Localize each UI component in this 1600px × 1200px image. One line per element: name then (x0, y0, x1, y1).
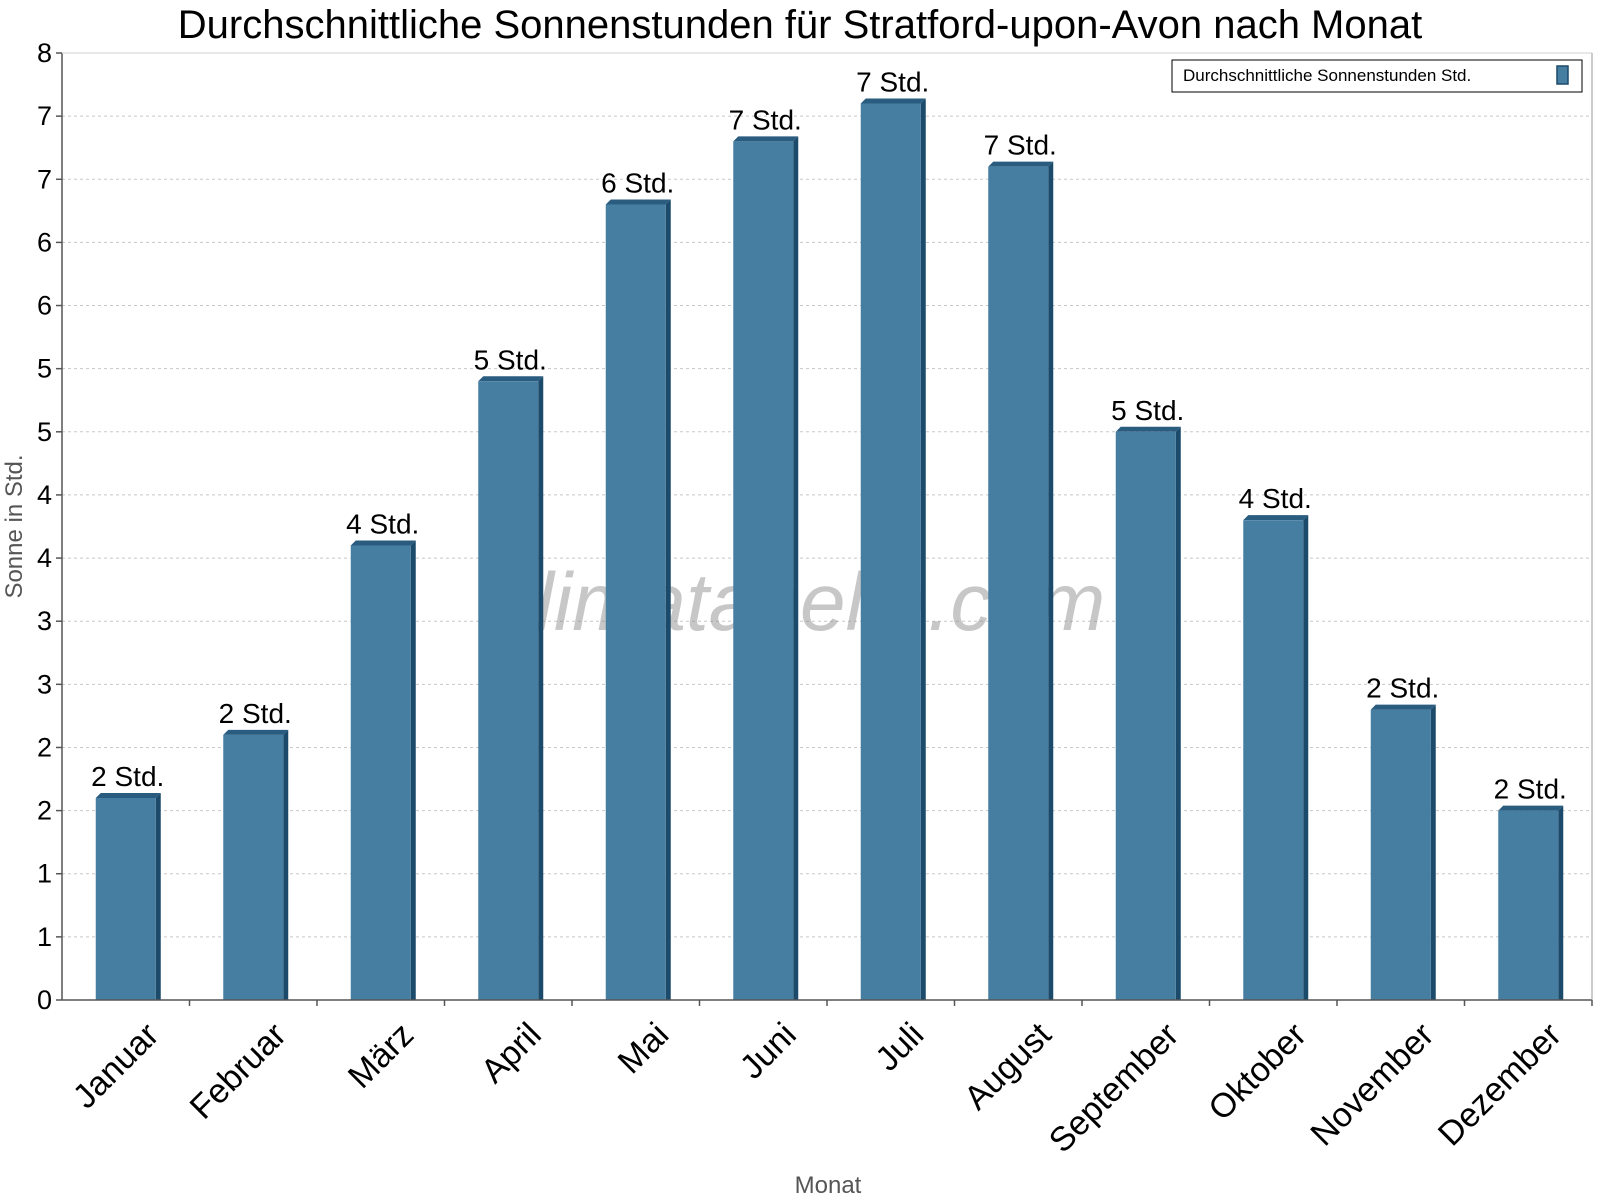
legend-swatch (1556, 65, 1569, 85)
x-category-label: Mai (611, 1016, 677, 1082)
x-category-label: August (957, 1015, 1059, 1117)
legend: Durchschnittliche Sonnenstunden Std. (1171, 59, 1583, 93)
x-category-label: Juli (868, 1016, 931, 1079)
y-tick-label: 6 (37, 227, 52, 257)
y-axis-ticks: 0 1 1 2 2 3 3 4 4 5 5 6 6 7 7 8 (37, 38, 62, 1015)
y-tick-label: 4 (37, 543, 52, 573)
chart-title: Durchschnittliche Sonnenstunden für Stra… (178, 3, 1422, 47)
y-tick-label: 1 (37, 859, 52, 889)
bar (1115, 431, 1176, 1000)
x-category-label: März (341, 1016, 421, 1096)
y-axis-title: Sonne in Std. (1, 454, 28, 598)
y-tick-label: 2 (37, 796, 52, 826)
data-label: 2 Std. (1366, 673, 1439, 704)
y-tick-label: 0 (37, 985, 52, 1015)
x-axis-labels: Januar Februar März April Mai Juni Juli AugustS… (66, 1000, 1593, 1160)
data-label: 6 Std. (601, 168, 674, 199)
bar-top (1370, 704, 1436, 710)
x-category-label: Juni (733, 1016, 804, 1087)
bar-top (478, 376, 544, 382)
y-tick-label: 5 (37, 354, 52, 384)
x-category-label: November (1303, 1016, 1441, 1154)
bar (478, 381, 539, 1000)
x-category-label: April (474, 1016, 549, 1091)
bar-top (1115, 426, 1181, 432)
x-category-label: Dezember (1431, 1016, 1569, 1154)
bar-top (1243, 515, 1309, 521)
y-tick-label: 3 (37, 669, 52, 699)
bar (1370, 709, 1431, 1000)
bar-side (410, 540, 416, 1000)
y-tick-label: 5 (37, 417, 52, 447)
bar-side (1303, 515, 1309, 1000)
data-label: 2 Std. (91, 761, 164, 792)
data-label: 7 Std. (984, 130, 1057, 161)
y-tick-label: 3 (37, 606, 52, 636)
bar (860, 103, 921, 1001)
data-label: 4 Std. (1239, 483, 1312, 514)
bar (350, 545, 411, 1000)
bar (1243, 520, 1304, 1000)
bars: 2 Std. 2 Std. 4 Std. 5 Std. 6 Std. 7 Std. 7 St… (91, 67, 1567, 1001)
bar-top (1498, 805, 1564, 811)
bar-side (1048, 161, 1054, 1000)
bar-top (350, 540, 416, 546)
bar-side (538, 376, 544, 1000)
bar (733, 141, 794, 1001)
bar-top (605, 199, 671, 205)
x-category-label: Januar (66, 1016, 166, 1116)
bar-side (283, 729, 289, 1000)
y-tick-label: 4 (37, 480, 52, 510)
grid-lines (62, 52, 1592, 938)
bar-side (793, 136, 799, 1001)
x-category-label: Oktober (1201, 1016, 1313, 1128)
bar-side (1175, 426, 1181, 1000)
data-label: 7 Std. (856, 67, 929, 98)
y-tick-label: 1 (37, 922, 52, 952)
data-label: 5 Std. (1111, 395, 1184, 426)
bar-side (1558, 805, 1564, 1000)
y-tick-label: 7 (37, 164, 52, 194)
bar-top (988, 161, 1054, 167)
bar-side (155, 792, 161, 1000)
data-label: 7 Std. (729, 104, 802, 135)
data-label: 2 Std. (1494, 774, 1567, 805)
bar-side (665, 199, 671, 1000)
x-category-label: September (1042, 1016, 1186, 1160)
data-label: 4 Std. (346, 508, 419, 539)
data-label: 2 Std. (219, 698, 292, 729)
y-tick-label: 8 (37, 38, 52, 68)
bar (605, 204, 666, 1000)
x-axis-title: Monat (795, 1172, 862, 1199)
bar-top (733, 136, 799, 142)
bar-top (95, 792, 161, 798)
y-tick-label: 7 (37, 101, 52, 131)
data-label: 5 Std. (474, 344, 547, 375)
bar-top (223, 729, 289, 735)
bar-side (920, 98, 926, 1001)
bar (223, 734, 284, 1000)
bar (95, 797, 156, 1000)
bar-side (1430, 704, 1436, 1000)
legend-label: Durchschnittliche Sonnenstunden Std. (1183, 66, 1471, 85)
y-tick-label: 2 (37, 732, 52, 762)
x-category-label: Februar (183, 1016, 294, 1127)
bar (1498, 810, 1559, 1000)
bar-top (860, 98, 926, 104)
bar (988, 166, 1049, 1000)
y-tick-label: 6 (37, 291, 52, 321)
legend-box (1171, 59, 1583, 93)
